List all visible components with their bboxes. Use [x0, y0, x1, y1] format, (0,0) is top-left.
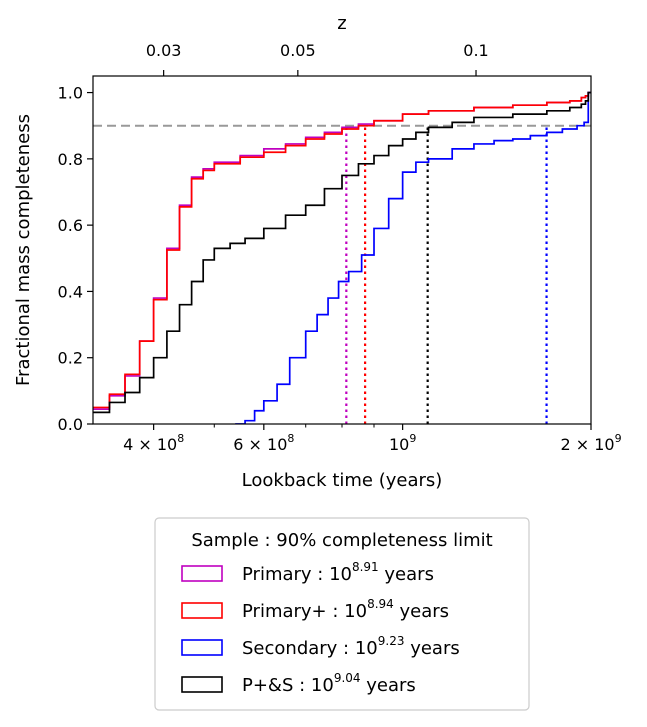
- legend-swatch-primary-: [181, 602, 223, 619]
- series-curve-secondary: [235, 91, 591, 424]
- legend-swatch-p-s: [181, 676, 223, 693]
- legend-label-primary-: Primary+ : 108.94 years: [242, 597, 449, 622]
- x-axis-title: Lookback time (years): [242, 470, 443, 491]
- limit-lines-layer: [345, 125, 548, 424]
- y-tick-label: 0.2: [58, 349, 83, 368]
- legend-items: Primary : 108.91 years Primary+ : 108.94 …: [181, 560, 460, 696]
- legend-swatch-primary: [181, 565, 223, 582]
- legend-label-primary: Primary : 108.91 years: [242, 560, 434, 585]
- curves-layer: [93, 91, 591, 424]
- y-tick-label: 0.8: [58, 150, 83, 169]
- legend-box: [154, 517, 530, 711]
- top-tick-label: 0.03: [146, 41, 182, 60]
- x-tick-label: 109: [389, 432, 416, 454]
- top-axis-title: z: [337, 13, 346, 34]
- x-tick-label: 2 × 109: [560, 432, 621, 454]
- series-curve-primary-: [93, 91, 591, 409]
- legend-swatch-secondary: [181, 639, 223, 656]
- top-axis-ticks: 0.03 0.05 0.1: [146, 41, 489, 76]
- series-curve-p-s: [93, 91, 591, 414]
- x-tick-label: 4 × 108: [123, 432, 184, 454]
- y-tick-label: 1.0: [58, 84, 83, 103]
- legend-title: Sample : 90% completeness limit: [191, 530, 492, 551]
- legend-label-secondary: Secondary : 109.23 years: [242, 634, 460, 659]
- x-tick-label: 6 × 108: [233, 432, 294, 454]
- top-tick-label: 0.1: [463, 41, 488, 60]
- left-axis-ticks: 0.0 0.2 0.4 0.6 0.8 1.0: [58, 84, 93, 434]
- top-tick-label: 0.05: [280, 41, 316, 60]
- bottom-axis-ticks: 4 × 108 6 × 108 109 2 × 109: [123, 424, 622, 454]
- y-tick-label: 0.0: [58, 415, 83, 434]
- legend: Sample : 90% completeness limit Primary …: [154, 517, 530, 711]
- legend-label-p-s: P+&S : 109.04 years: [242, 671, 416, 696]
- y-tick-label: 0.6: [58, 216, 83, 235]
- y-axis-title: Fractional mass completeness: [13, 114, 34, 386]
- y-tick-label: 0.4: [58, 282, 83, 301]
